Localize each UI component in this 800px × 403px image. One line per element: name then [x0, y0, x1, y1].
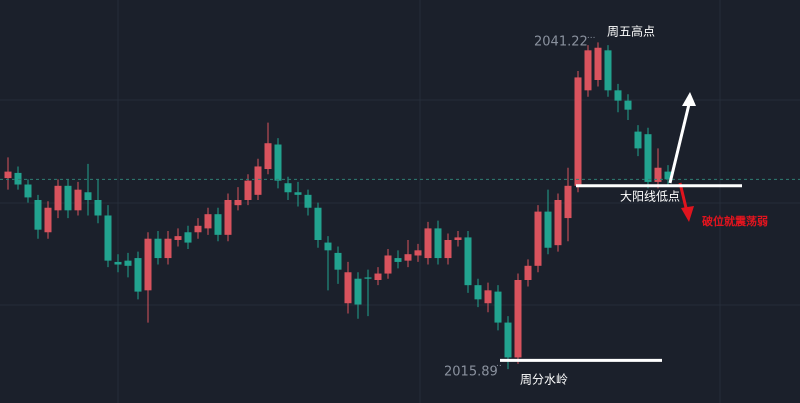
candle-body [354, 278, 362, 305]
candle-body [644, 134, 652, 182]
candle-body [54, 185, 62, 211]
candle-body [614, 90, 622, 101]
candle-body [84, 192, 92, 200]
candle-body [234, 200, 242, 206]
candle-body [504, 322, 512, 358]
candle-body [104, 215, 112, 261]
annotation: 周五高点 [607, 24, 655, 39]
candle-body [224, 200, 232, 235]
candle-body [434, 228, 442, 259]
candle-body [44, 207, 52, 233]
candle-body [414, 250, 422, 256]
candle-body [494, 291, 502, 323]
candle-body [4, 171, 12, 179]
candle-body [394, 258, 402, 262]
candle-body [214, 214, 222, 235]
candle-body [624, 100, 632, 110]
candle-body [574, 77, 582, 186]
candle-body [284, 183, 292, 193]
candle-body [464, 237, 472, 286]
candle-body [564, 185, 572, 219]
candle-body [194, 225, 202, 233]
candle-body [64, 185, 72, 211]
candle-body [604, 50, 612, 91]
candle-body [664, 171, 672, 180]
candle-body [324, 242, 332, 251]
candle-body [544, 211, 552, 248]
candle-body [374, 273, 382, 280]
candle-body [454, 237, 462, 240]
candle-body [424, 228, 432, 259]
candle-body [384, 255, 392, 274]
candle-body [314, 207, 322, 240]
candle-body [584, 50, 592, 91]
candle-body [254, 166, 262, 195]
candle-body [34, 200, 42, 230]
candle-body [14, 172, 22, 185]
candle-body [184, 232, 192, 243]
candle-body [534, 211, 542, 266]
candle-body [344, 272, 352, 304]
candle-body [364, 277, 372, 279]
arrow [678, 182, 689, 213]
leader-dots: ·· [496, 362, 502, 372]
candle-body [524, 265, 532, 280]
candle-body [264, 143, 272, 170]
annotation: 大阳线低点 [620, 190, 680, 204]
candle-body [94, 200, 102, 216]
annotation: 破位就震荡弱 [702, 214, 768, 228]
arrow [668, 99, 692, 184]
candle-body [634, 131, 642, 149]
candle-body [304, 194, 312, 208]
candle-body [124, 260, 132, 266]
low-label: 2015.89 [444, 365, 498, 380]
candle-body [134, 258, 142, 292]
high-label: 2041.22 [534, 35, 588, 50]
candle-body [74, 189, 82, 211]
candle-body [514, 280, 522, 358]
candle-body [244, 180, 252, 200]
candle-body [594, 47, 602, 80]
candle-body [474, 285, 482, 300]
candle-body [24, 184, 32, 198]
candle-body [334, 252, 342, 270]
candle-body [444, 240, 452, 259]
candle-body [274, 144, 282, 181]
candle-body [554, 200, 562, 246]
leader-dots: ···· [584, 34, 595, 44]
candle-body [144, 238, 152, 291]
candle-body [114, 261, 122, 265]
candle-body [204, 214, 212, 229]
candle-body [294, 192, 302, 195]
candle-body [484, 290, 492, 304]
arrow-head [682, 92, 696, 106]
candle-body [154, 238, 162, 259]
candles [0, 42, 800, 370]
candle-body [654, 167, 662, 182]
annotations: 2041.22 ···· 周五高点 大阳线低点 破位就震荡弱 2015.89 ·… [444, 24, 768, 387]
annotation: 周分水岭 [520, 373, 568, 387]
candle-body [164, 238, 172, 259]
candle-body [174, 236, 182, 240]
arrow-head [681, 206, 694, 222]
candle-body [404, 254, 412, 261]
